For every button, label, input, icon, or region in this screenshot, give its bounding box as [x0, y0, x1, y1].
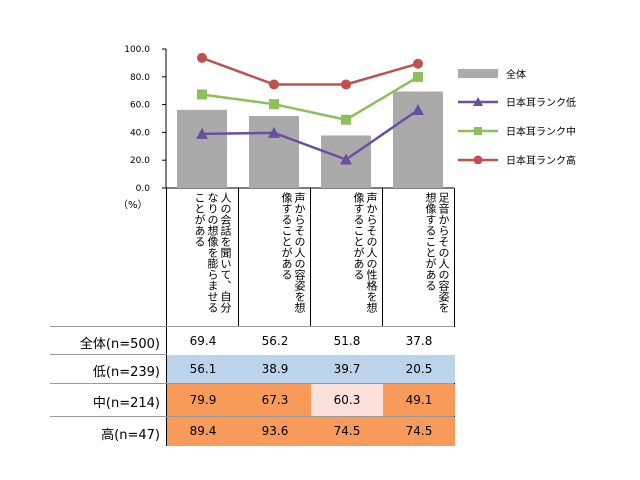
data-point: [269, 79, 279, 90]
series-line: [201, 75, 419, 122]
legend-square-swatch: [458, 127, 498, 135]
table-cell: 38.9: [239, 355, 311, 383]
data-point: [197, 52, 207, 63]
y-tick-label: 40.0: [130, 128, 150, 138]
table-cell: 69.4: [167, 327, 239, 355]
category-label-1: 人の会話を聞いて、自分なりの想像を膨らませることがある: [193, 192, 232, 313]
legend-label-high: 日本耳ランク高: [506, 156, 576, 167]
table-cell: 74.5: [311, 417, 383, 446]
table-cell: 20.5: [383, 355, 455, 383]
y-tick-label: 60.0: [130, 101, 150, 111]
y-axis-unit: （%）: [118, 200, 148, 211]
divider-line: [310, 188, 311, 446]
data-point: [413, 71, 423, 82]
y-tick-label: 20.0: [130, 156, 150, 166]
data-point: [341, 79, 351, 90]
table-cell: 49.1: [383, 384, 455, 416]
series-line: [201, 108, 419, 161]
category-label-4: 足音からその人の容姿を想像することがある: [424, 192, 450, 313]
table-cell: 56.2: [239, 327, 311, 355]
table-divider: [50, 326, 454, 327]
table-cell: 60.3: [311, 384, 383, 416]
table-cell: 37.8: [383, 327, 455, 355]
table-cell: 89.4: [167, 417, 239, 446]
legend-circle-swatch: [458, 155, 498, 164]
data-point: [412, 104, 424, 116]
data-point: [340, 153, 352, 165]
table-cell: 56.1: [167, 355, 239, 383]
category-label-3: 声からその人の性格を想像することがある: [352, 192, 378, 313]
legend-label-mid: 日本耳ランク中: [506, 127, 576, 138]
table-cell: 39.7: [311, 355, 383, 383]
data-point: [269, 99, 279, 110]
row-label-high: 高(n=47): [101, 428, 160, 443]
divider-line: [382, 188, 383, 446]
legend-label-low: 日本耳ランク低: [506, 98, 576, 109]
table-cell: 79.9: [167, 384, 239, 416]
legend-label-all: 全体: [506, 70, 526, 81]
data-point: [341, 114, 351, 125]
divider-line: [166, 188, 167, 446]
table-divider: [50, 383, 454, 384]
data-point: [413, 58, 423, 69]
table-cell: 93.6: [239, 417, 311, 446]
data-point: [197, 89, 207, 100]
y-tick-label: 0.0: [136, 184, 151, 194]
table-cell: 74.5: [383, 417, 455, 446]
table-cell: 67.3: [239, 384, 311, 416]
y-tick-label: 100.0: [124, 45, 150, 55]
y-tick-label: 80.0: [130, 73, 150, 83]
row-label-low: 低(n=239): [92, 365, 160, 380]
category-label-2: 声からその人の容姿を想像することがある: [280, 192, 306, 313]
divider-line: [238, 188, 239, 446]
bar: [177, 109, 227, 188]
data-point: [196, 127, 208, 139]
data-point: [268, 126, 280, 138]
table-divider: [50, 416, 454, 417]
legend-bar-swatch: [458, 69, 498, 78]
row-label-mid: 中(n=214): [92, 396, 160, 411]
divider-line: [454, 188, 455, 446]
legend-triangle-swatch: [458, 97, 498, 106]
bar: [249, 115, 299, 188]
row-label-all: 全体(n=500): [79, 337, 160, 352]
series-line: [201, 56, 419, 86]
table-cell: 51.8: [311, 327, 383, 355]
